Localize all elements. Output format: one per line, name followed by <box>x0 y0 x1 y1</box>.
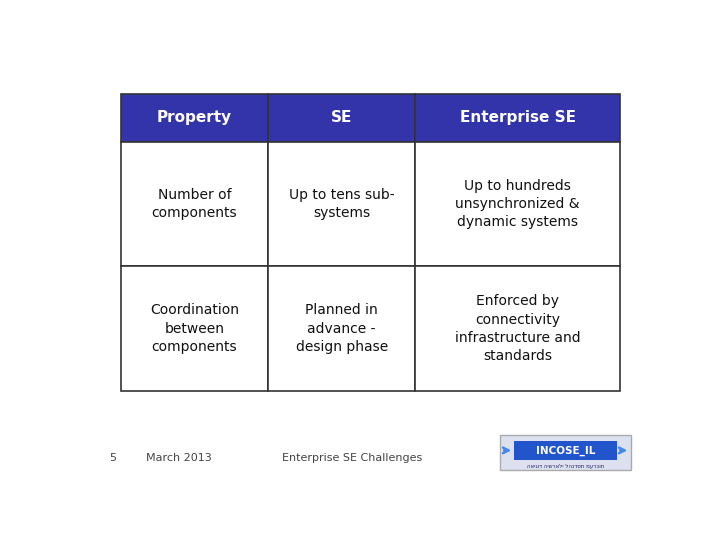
Text: Up to tens sub-
systems: Up to tens sub- systems <box>289 188 395 220</box>
Text: 5: 5 <box>109 453 117 463</box>
Bar <box>121 141 268 266</box>
Bar <box>121 94 268 141</box>
Bar <box>514 441 617 460</box>
Bar <box>268 141 415 266</box>
Text: INCOSE_IL: INCOSE_IL <box>536 446 595 456</box>
Bar <box>268 266 415 391</box>
Text: Number of
components: Number of components <box>151 188 237 220</box>
Text: March 2013: March 2013 <box>145 453 212 463</box>
Text: Enforced by
connectivity
infrastructure and
standards: Enforced by connectivity infrastructure … <box>455 294 580 363</box>
Text: האיגוד הישראלי להנדסת מערכות: האיגוד הישראלי להנדסת מערכות <box>527 463 604 468</box>
Text: Up to hundreds
unsynchronized &
dynamic systems: Up to hundreds unsynchronized & dynamic … <box>456 179 580 230</box>
Text: Enterprise SE: Enterprise SE <box>460 110 576 125</box>
Bar <box>415 266 620 391</box>
Bar <box>121 266 268 391</box>
Text: Enterprise SE Challenges: Enterprise SE Challenges <box>282 453 423 463</box>
Bar <box>415 141 620 266</box>
Text: Planned in
advance -
design phase: Planned in advance - design phase <box>295 303 388 354</box>
Text: Coordination
between
components: Coordination between components <box>150 303 239 354</box>
Bar <box>268 94 415 141</box>
Bar <box>500 435 631 470</box>
Bar <box>415 94 620 141</box>
Text: Property: Property <box>157 110 232 125</box>
Text: SE: SE <box>331 110 352 125</box>
